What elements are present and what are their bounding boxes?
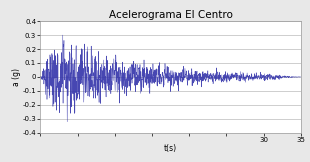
Title: Acelerograma El Centro: Acelerograma El Centro	[108, 10, 232, 20]
X-axis label: t(s): t(s)	[164, 144, 177, 153]
Y-axis label: a (g): a (g)	[12, 68, 21, 86]
